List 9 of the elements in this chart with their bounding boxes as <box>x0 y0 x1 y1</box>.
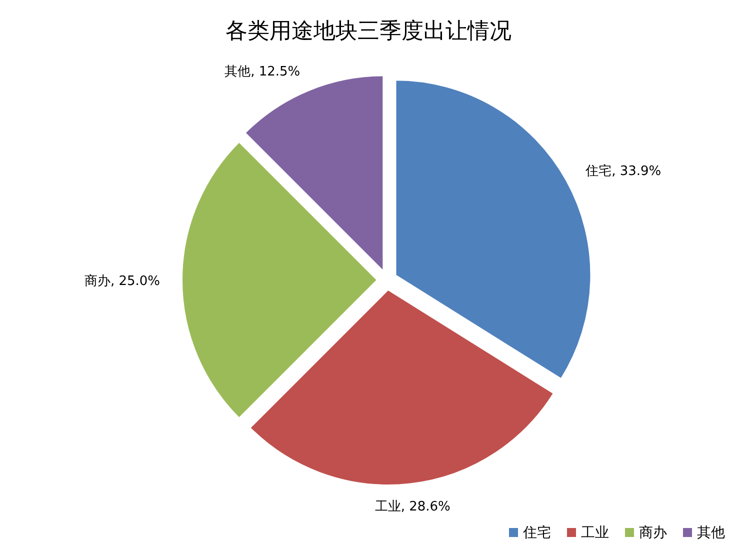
legend-label: 其他 <box>697 525 725 541</box>
data-label: 工业, 28.6% <box>374 500 450 515</box>
legend-label: 工业 <box>581 525 609 541</box>
legend-label: 住宅 <box>522 525 551 541</box>
data-label: 住宅, 33.9% <box>584 163 662 180</box>
data-label: 其他, 12.5% <box>224 64 300 80</box>
chart-title: 各类用途地块三季度出让情况 <box>226 19 512 44</box>
data-label: 商办, 25.0% <box>84 274 160 289</box>
legend-label: 商办 <box>639 525 667 541</box>
